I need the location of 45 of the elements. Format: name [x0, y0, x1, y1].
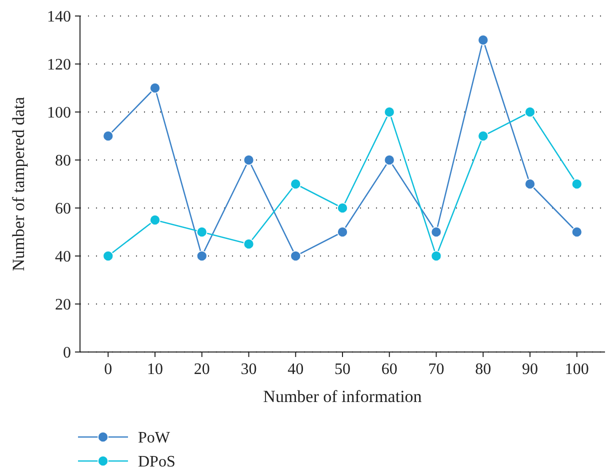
point [384, 106, 395, 118]
y-tick-label: 40 [55, 248, 71, 266]
x-tick-label: 100 [564, 361, 589, 378]
point [150, 82, 160, 94]
x-tick-label: 70 [428, 361, 444, 378]
x-tick-label: 30 [240, 361, 257, 378]
point [290, 178, 302, 190]
y-tick-label: 0 [63, 344, 71, 362]
y-axis-title: Number of tampered data [9, 96, 28, 272]
point [571, 226, 582, 238]
point [337, 226, 348, 238]
y-tick-label: 20 [55, 296, 71, 314]
x-tick-label: 60 [381, 361, 398, 378]
y-tick-label: 100 [47, 104, 71, 122]
point [571, 178, 582, 190]
x-tick-label: 20 [194, 361, 210, 378]
x-tick-label: 40 [288, 361, 304, 378]
x-tick-label: 10 [147, 361, 163, 378]
point [430, 250, 442, 262]
point [524, 178, 536, 190]
x-tick-label: 0 [104, 361, 112, 378]
point [196, 226, 208, 238]
point [102, 250, 114, 262]
point [384, 154, 395, 166]
y-tick-label: 80 [55, 152, 71, 170]
x-tick-label: 80 [475, 361, 492, 378]
point [478, 130, 489, 142]
point [430, 226, 442, 238]
point [290, 250, 302, 262]
x-tick-label: 50 [334, 361, 350, 378]
point [478, 34, 489, 46]
x-axis-title: Number of information [263, 387, 422, 406]
y-tick-label: 60 [55, 200, 71, 218]
x-tick-label: 90 [522, 361, 538, 378]
point [337, 202, 348, 214]
point [524, 106, 536, 118]
legend-label: DPoS [138, 454, 176, 471]
y-tick-label: 120 [47, 56, 71, 74]
y-tick-label: 140 [47, 8, 71, 26]
point [243, 238, 254, 250]
point [150, 214, 160, 226]
point [196, 250, 208, 262]
point [102, 130, 114, 142]
legend-label: PoW [138, 430, 171, 447]
point [243, 154, 254, 166]
